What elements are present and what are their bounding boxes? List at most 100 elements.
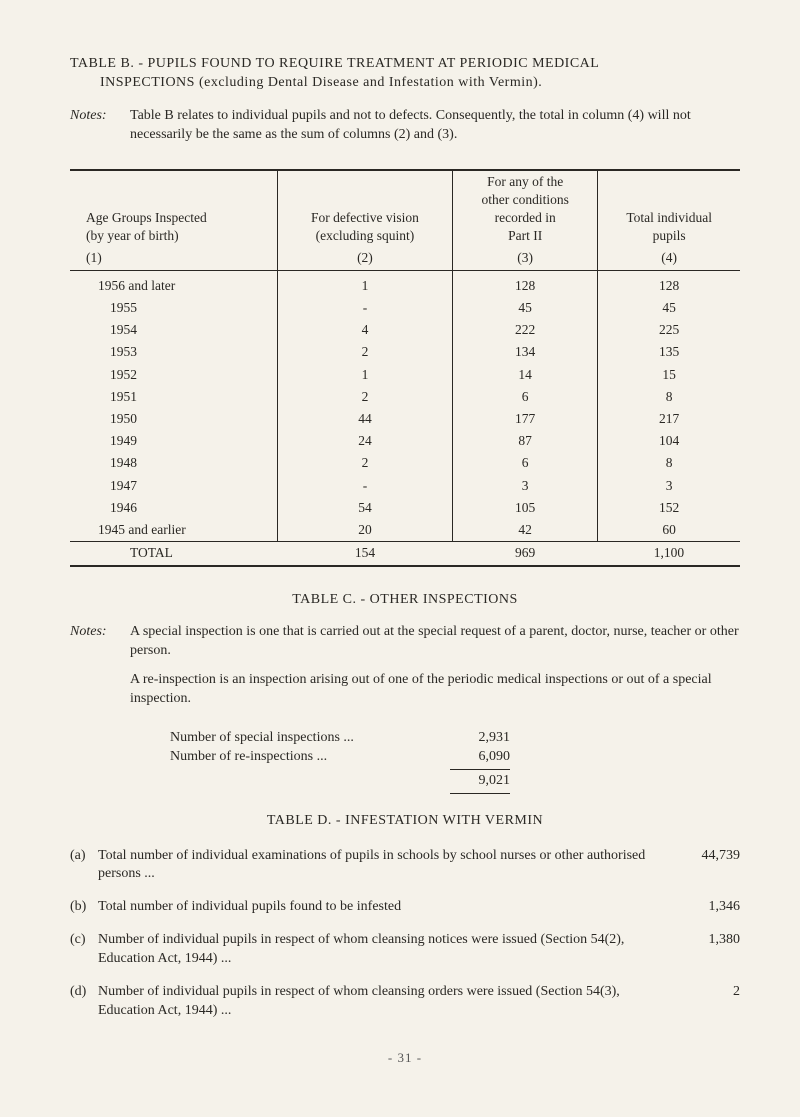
item-row: (d)Number of individual pupils in respec… xyxy=(70,983,740,1021)
hdr-text: For defective vision xyxy=(311,210,419,225)
table-cell: 225 xyxy=(598,319,740,341)
hdr-text: (excluding squint) xyxy=(316,228,415,243)
table-cell: 1945 and earlier xyxy=(70,519,277,542)
stat-val: 2,931 xyxy=(450,729,510,748)
table-row: 19532134135 xyxy=(70,341,740,363)
col-header-1: Age Groups Inspected (by year of birth) … xyxy=(70,170,277,271)
hdr-text: other conditions xyxy=(481,192,568,207)
table-cell: 217 xyxy=(598,408,740,430)
table-cell: 177 xyxy=(453,408,598,430)
item-row: (b)Total number of individual pupils fou… xyxy=(70,898,740,917)
table-cell: 1956 and later xyxy=(70,270,277,297)
col-header-2: For defective vision (excluding squint) … xyxy=(277,170,452,271)
total-c3: 969 xyxy=(453,542,598,566)
table-b-title: TABLE B. - PUPILS FOUND TO REQUIRE TREAT… xyxy=(70,55,740,93)
table-cell: 87 xyxy=(453,430,598,452)
table-c-notes: Notes: A special inspection is one that … xyxy=(70,623,740,719)
table-cell: 44 xyxy=(277,408,452,430)
item-label: (b) xyxy=(70,898,98,917)
table-cell: 45 xyxy=(453,297,598,319)
table-cell: 1 xyxy=(277,364,452,386)
table-cell: 8 xyxy=(598,452,740,474)
table-b-notes: Notes: Table B relates to individual pup… xyxy=(70,107,740,145)
notes-label: Notes: xyxy=(70,107,130,145)
page-number: - 31 - xyxy=(70,1049,740,1067)
col-header-3: For any of the other conditions recorded… xyxy=(453,170,598,271)
stat-row: Number of special inspections ... 2,931 xyxy=(170,729,740,748)
table-cell: 6 xyxy=(453,452,598,474)
table-cell: 14 xyxy=(453,364,598,386)
table-cell: 104 xyxy=(598,430,740,452)
total-c2: 154 xyxy=(277,542,452,566)
table-cell: 45 xyxy=(598,297,740,319)
table-cell: 60 xyxy=(598,519,740,542)
table-cell: 8 xyxy=(598,386,740,408)
item-value: 44,739 xyxy=(670,847,740,885)
table-cell: 1 xyxy=(277,270,452,297)
table-cell: 3 xyxy=(453,475,598,497)
table-d-title: TABLE D. - INFESTATION WITH VERMIN xyxy=(70,812,740,831)
item-label: (d) xyxy=(70,983,98,1021)
title-line-2: INSPECTIONS (excluding Dental Disease an… xyxy=(70,74,740,93)
table-cell: 15 xyxy=(598,364,740,386)
item-text: Total number of individual pupils found … xyxy=(98,898,670,917)
item-value: 1,380 xyxy=(670,931,740,969)
notes-body: A special inspection is one that is carr… xyxy=(130,623,740,719)
table-row: 1951268 xyxy=(70,386,740,408)
table-header-row: Age Groups Inspected (by year of birth) … xyxy=(70,170,740,271)
item-row: (a)Total number of individual examinatio… xyxy=(70,847,740,885)
table-cell: 135 xyxy=(598,341,740,363)
item-label: (c) xyxy=(70,931,98,969)
table-row: 194654105152 xyxy=(70,497,740,519)
table-row: 19492487104 xyxy=(70,430,740,452)
stat-row: Number of re-inspections ... 6,090 xyxy=(170,748,740,767)
table-cell: 1955 xyxy=(70,297,277,319)
notes-p1: A special inspection is one that is carr… xyxy=(130,623,740,661)
table-row: 1945 and earlier204260 xyxy=(70,519,740,542)
hdr-text: Part II xyxy=(508,228,542,243)
table-cell: - xyxy=(277,475,452,497)
table-cell: - xyxy=(277,297,452,319)
notes-p2: A re-inspection is an inspection arising… xyxy=(130,671,740,709)
notes-body: Table B relates to individual pupils and… xyxy=(130,107,740,145)
hdr-text: Age Groups Inspected xyxy=(86,210,207,225)
table-cell: 1954 xyxy=(70,319,277,341)
title-line-1: TABLE B. - PUPILS FOUND TO REQUIRE TREAT… xyxy=(70,55,740,74)
item-row: (c)Number of individual pupils in respec… xyxy=(70,931,740,969)
table-row: 1948268 xyxy=(70,452,740,474)
stat-total: 9,021 xyxy=(450,769,510,794)
hdr-text: recorded in xyxy=(495,210,556,225)
total-c4: 1,100 xyxy=(598,542,740,566)
table-total-row: TOTAL 154 969 1,100 xyxy=(70,542,740,566)
table-cell: 1950 xyxy=(70,408,277,430)
table-cell: 2 xyxy=(277,386,452,408)
table-body: 1956 and later11281281955-45451954422222… xyxy=(70,270,740,542)
table-row: 195211415 xyxy=(70,364,740,386)
table-row: 195044177217 xyxy=(70,408,740,430)
table-cell: 2 xyxy=(277,341,452,363)
table-cell: 128 xyxy=(453,270,598,297)
table-cell: 2 xyxy=(277,452,452,474)
total-label: TOTAL xyxy=(70,542,277,566)
table-cell: 105 xyxy=(453,497,598,519)
table-c-title: TABLE C. - OTHER INSPECTIONS xyxy=(70,591,740,610)
table-cell: 42 xyxy=(453,519,598,542)
table-cell: 3 xyxy=(598,475,740,497)
table-cell: 1951 xyxy=(70,386,277,408)
table-row: 1955-4545 xyxy=(70,297,740,319)
stat-label: Number of re-inspections ... xyxy=(170,748,450,767)
page: TABLE B. - PUPILS FOUND TO REQUIRE TREAT… xyxy=(0,0,800,1106)
table-cell: 6 xyxy=(453,386,598,408)
table-row: 1947-33 xyxy=(70,475,740,497)
hdr-text: Total individual xyxy=(626,210,712,225)
table-cell: 1947 xyxy=(70,475,277,497)
table-cell: 1952 xyxy=(70,364,277,386)
table-cell: 134 xyxy=(453,341,598,363)
item-text: Number of individual pupils in respect o… xyxy=(98,983,670,1021)
item-text: Total number of individual examinations … xyxy=(98,847,670,885)
table-cell: 128 xyxy=(598,270,740,297)
item-label: (a) xyxy=(70,847,98,885)
table-cell: 1946 xyxy=(70,497,277,519)
hdr-num: (1) xyxy=(86,249,271,267)
hdr-num: (4) xyxy=(604,249,734,267)
